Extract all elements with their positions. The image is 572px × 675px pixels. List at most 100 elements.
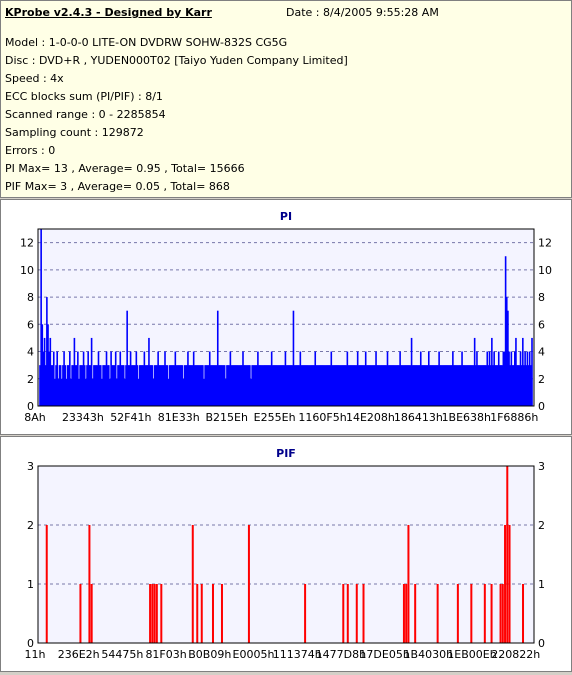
pif-xtick-label: 1B4030h (404, 648, 454, 661)
pi-bar (418, 365, 421, 406)
pi-bar (322, 365, 325, 406)
pi-bar (452, 351, 454, 406)
pi-bar (462, 365, 464, 406)
pi-bar (206, 365, 209, 406)
pi-bar (85, 378, 87, 406)
pi-bar (263, 365, 266, 406)
pi-bar (455, 365, 458, 406)
pi-bar (216, 310, 219, 406)
pi-bar (190, 365, 193, 406)
pi-bar (343, 365, 345, 406)
pi-bar (63, 351, 65, 406)
pi-bar (476, 351, 478, 406)
pi-bar (269, 365, 272, 406)
pi-bar (508, 351, 510, 406)
pi-bar (406, 365, 408, 406)
pif-ytick-left: 1 (27, 578, 34, 591)
pi-bar (368, 365, 370, 406)
pi-bar (316, 365, 319, 406)
pi-bar (327, 365, 329, 406)
pi-xtick-label: 1BE638h (442, 411, 491, 424)
pi-bar (502, 351, 505, 406)
pi-bar (431, 365, 434, 406)
pif-bar (402, 584, 405, 643)
pi-bar (202, 365, 204, 406)
pi-bar (101, 378, 103, 406)
pi-ytick-left: 4 (27, 346, 34, 359)
pi-bar (408, 365, 411, 406)
pi-bar (207, 365, 210, 406)
pif-xtick-label: 220822h (491, 648, 540, 661)
pi-bar (128, 365, 131, 406)
pi-bar (366, 365, 368, 406)
pi-bar (280, 365, 282, 406)
pi-bar (265, 365, 267, 406)
pi-bar (391, 365, 393, 406)
pif-bar (196, 584, 199, 643)
pif-xtick-label: 1EB00Eh (447, 648, 496, 661)
pif-bar (499, 584, 502, 643)
pi-bar (340, 365, 343, 406)
pi-bar (104, 365, 107, 406)
pi-bar (161, 365, 164, 406)
pi-bar (468, 365, 470, 406)
pif-ytick-right: 3 (538, 460, 545, 473)
pi-bar (289, 365, 291, 406)
pi-bar (346, 351, 349, 406)
pi-bar (518, 365, 521, 406)
pi-bar (159, 365, 162, 406)
pi-bar (385, 365, 388, 406)
pi-bar (522, 337, 524, 406)
pi-bar (273, 365, 275, 406)
pi-bar (509, 365, 512, 406)
pi-bar (323, 365, 326, 406)
pi-bar (99, 365, 102, 406)
pi-bar (527, 365, 530, 406)
pi-bar (378, 365, 381, 406)
pi-bar (255, 365, 258, 406)
pi-bar (411, 365, 414, 406)
pi-bar (438, 351, 440, 406)
pi-bar (112, 365, 115, 406)
pi-bar (440, 365, 443, 406)
pi-bar (425, 365, 428, 406)
pif-bar (470, 584, 473, 643)
info-panel: KProbe v2.4.3 - Designed by Karr Date : … (0, 0, 572, 198)
pi-bar (530, 365, 532, 406)
pi-bar (137, 378, 140, 406)
pi-bar (348, 365, 351, 406)
pi-bar (296, 365, 298, 406)
pi-bar (456, 365, 459, 406)
pif-bar (151, 584, 154, 643)
pi-bar (409, 365, 412, 406)
pi-bar (124, 378, 126, 406)
pi-ytick-right: 0 (538, 400, 545, 413)
pi-bar (127, 365, 130, 406)
pi-bar (447, 365, 450, 406)
pi-bar (73, 337, 76, 406)
pi-bar (276, 365, 279, 406)
pi-bar (402, 365, 405, 406)
pi-bar (82, 351, 85, 406)
pi-bar (516, 365, 518, 406)
pi-bar (294, 365, 297, 406)
pi-bar (473, 337, 476, 406)
pi-bar (260, 365, 263, 406)
pi-bar (182, 378, 185, 406)
pi-bar (466, 365, 469, 406)
pi-bar (360, 365, 362, 406)
pi-bar (158, 365, 161, 406)
pi-bar (446, 365, 448, 406)
pif-bar (456, 584, 459, 643)
pi-bar (106, 365, 109, 406)
pi-bar (439, 365, 442, 406)
pif-bar (506, 466, 509, 643)
pi-bar (450, 365, 453, 406)
pi-bar (304, 365, 306, 406)
pi-bar (344, 365, 346, 406)
pi-bar (75, 365, 78, 406)
pi-bar (388, 365, 391, 406)
pi-bar (156, 365, 158, 406)
pif-xtick-label: B0B09h (188, 648, 231, 661)
pif-bar (504, 525, 507, 643)
